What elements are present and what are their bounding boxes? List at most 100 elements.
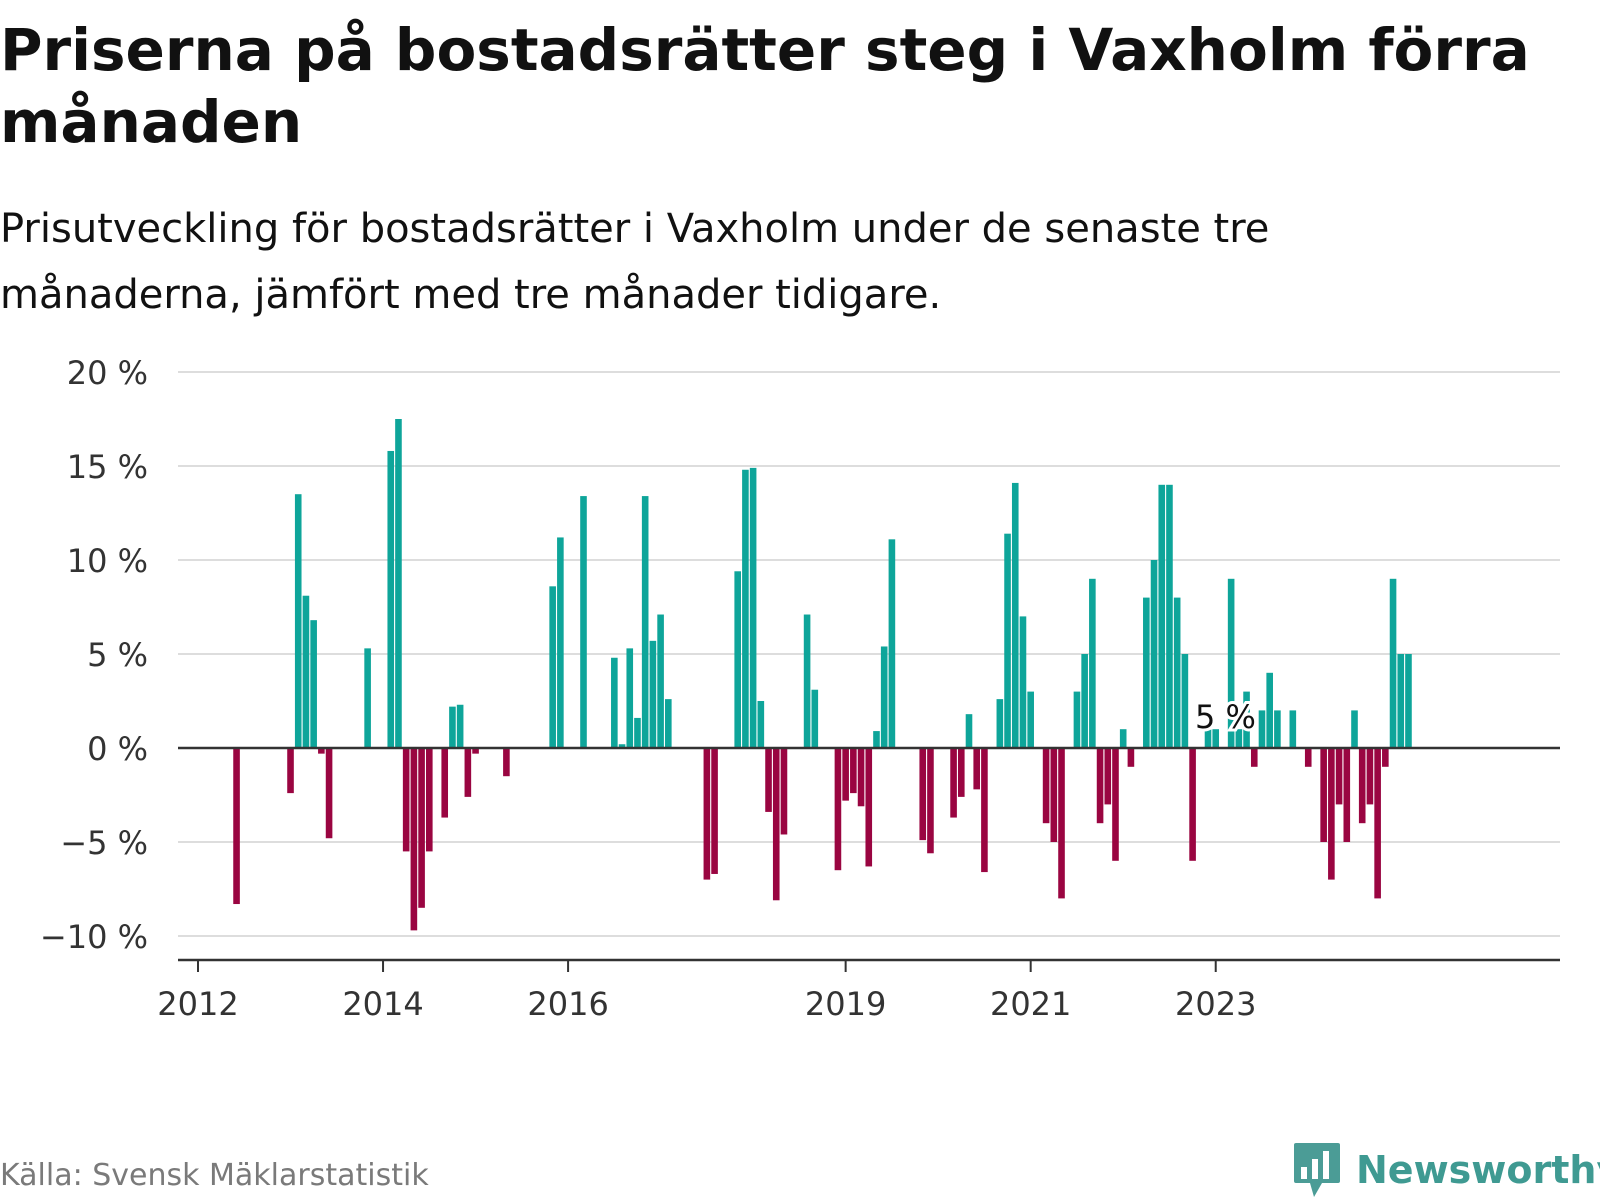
bar [1173, 597, 1181, 748]
bar [957, 748, 965, 797]
bar [618, 744, 626, 748]
bar [919, 748, 927, 841]
bar [1189, 748, 1196, 861]
x-tick-label: 2014 [342, 985, 423, 1023]
bar [233, 748, 240, 905]
bar [1274, 710, 1281, 748]
bar [302, 595, 310, 748]
bar [811, 689, 819, 748]
bar [641, 496, 649, 748]
bar [711, 748, 718, 874]
chart-bubble-icon [1294, 1143, 1340, 1197]
bar [325, 748, 333, 839]
bar [1405, 654, 1412, 748]
bar [1389, 578, 1397, 748]
bar [1073, 691, 1081, 748]
x-tick-label: 2023 [1175, 985, 1256, 1023]
bar [441, 748, 449, 818]
bar [1096, 748, 1104, 824]
source-note: Källa: Svensk Mäklarstatistik [0, 1158, 429, 1193]
bar [1374, 748, 1381, 899]
bar [634, 717, 641, 748]
y-tick-label: −5 % [60, 824, 148, 862]
bar [1004, 533, 1011, 748]
bar [287, 748, 294, 794]
bar [965, 714, 973, 748]
bar [873, 731, 880, 748]
bar [1258, 710, 1266, 748]
bar [973, 748, 981, 790]
bar [395, 419, 402, 748]
y-tick-label: 20 % [67, 354, 148, 392]
bar [865, 748, 873, 867]
bar [1328, 748, 1335, 880]
bar [1027, 691, 1034, 748]
annotations: 5 % [1192, 695, 1259, 739]
bar [1351, 710, 1358, 748]
bar [1081, 654, 1088, 748]
bar [1366, 748, 1374, 805]
bar [1266, 672, 1273, 748]
bar [1304, 748, 1312, 767]
bar [611, 657, 618, 748]
bar [888, 539, 896, 748]
bar [310, 620, 317, 748]
bar [456, 704, 464, 748]
x-tick-label: 2012 [157, 985, 238, 1023]
bar [1235, 729, 1243, 748]
page-title: Priserna på bostadsrätter steg i Vaxholm… [0, 16, 1530, 156]
bars [233, 419, 1412, 931]
bar [734, 571, 741, 748]
page-subtitle: Prisutveckling för bostadsrätter i Vaxho… [0, 206, 1270, 318]
bar [387, 450, 395, 748]
bar [1019, 616, 1027, 748]
axes [178, 746, 1560, 962]
bar [318, 748, 325, 754]
bar [757, 701, 765, 748]
y-tick-label: 15 % [67, 448, 148, 486]
bar [1397, 654, 1405, 748]
bar [580, 496, 587, 748]
bar [996, 699, 1004, 748]
bar [410, 748, 418, 931]
bar [402, 748, 410, 852]
x-tick-label: 2019 [805, 985, 886, 1023]
bar [1289, 710, 1297, 748]
bar [1112, 748, 1119, 861]
newsworthy-logo[interactable]: Newsworthy [1292, 1140, 1600, 1200]
bar [803, 614, 811, 748]
bar [1150, 560, 1158, 748]
bar [665, 699, 672, 748]
y-tick-label: 10 % [67, 542, 148, 580]
bar [772, 748, 780, 901]
bar [1166, 484, 1173, 748]
bar [1127, 748, 1135, 767]
x-tick-label: 2021 [990, 985, 1071, 1023]
bar [1227, 578, 1235, 748]
y-tick-label: −10 % [40, 918, 148, 956]
bar [1104, 748, 1112, 805]
bar [557, 537, 564, 748]
bar [1343, 748, 1351, 842]
bar [749, 467, 757, 748]
bar [1358, 748, 1366, 824]
bar [850, 748, 857, 794]
bar [1089, 578, 1096, 748]
last-value-label: 5 % [1195, 698, 1256, 736]
bar [472, 748, 479, 754]
bar [1119, 729, 1127, 748]
bar [649, 640, 657, 748]
bar [1335, 748, 1343, 805]
bar [780, 748, 788, 835]
price-change-bar-chart: 20 % 15 % 10 % 5 % 0 % −5 % −10 % 2012 2014 2016… [40, 354, 1560, 1023]
bar [1050, 748, 1058, 842]
bar [364, 648, 371, 748]
bar [1011, 482, 1019, 748]
bar [1042, 748, 1050, 824]
bar [1204, 729, 1212, 748]
bar [1212, 729, 1220, 748]
bar [1382, 748, 1389, 767]
bar [1250, 748, 1258, 767]
bar [1243, 691, 1250, 748]
bar [834, 748, 842, 871]
